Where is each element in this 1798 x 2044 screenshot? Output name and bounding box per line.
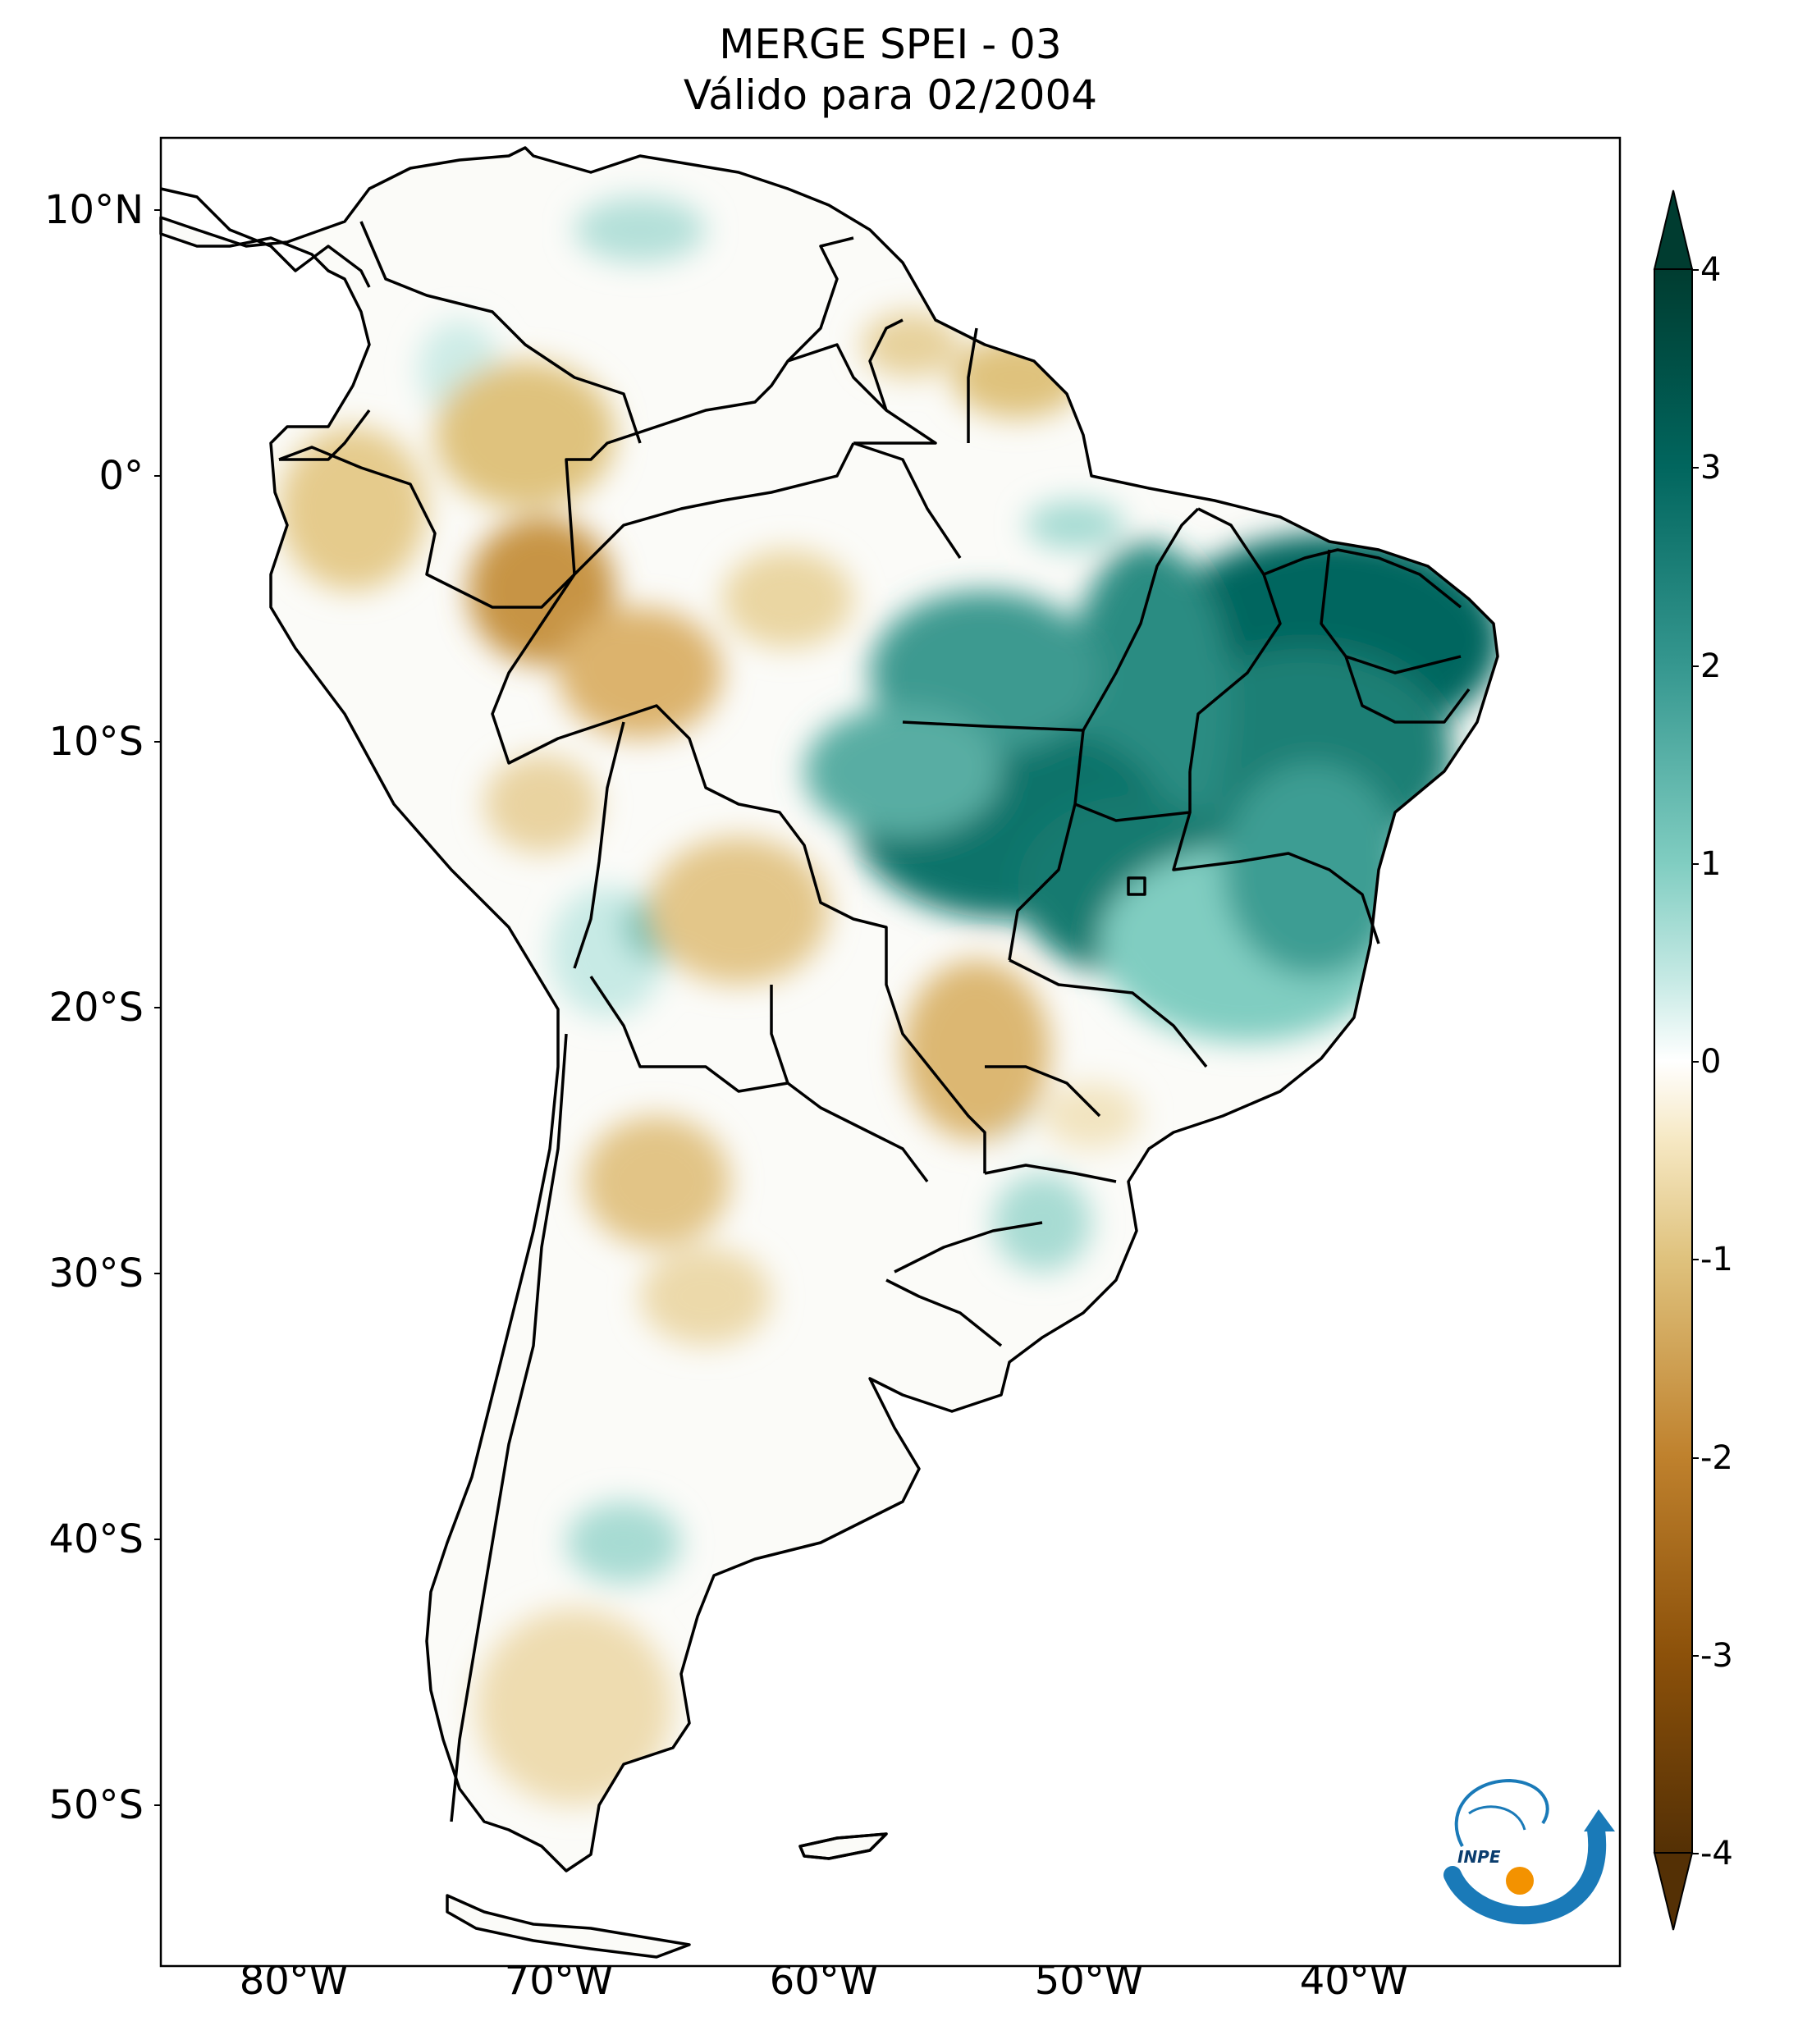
colorbar-tick-label: -3 xyxy=(1700,1637,1733,1675)
lat-tick-label: 10°N xyxy=(44,187,144,233)
colorbar-tick-label: -4 xyxy=(1700,1835,1733,1873)
inpe-logo-icon: INPE xyxy=(1443,1778,1615,1925)
lat-tick-label: 0° xyxy=(98,453,144,499)
map-subtitle: Válido para 02/2004 xyxy=(683,71,1098,119)
colorbar-extend-bottom xyxy=(1653,1852,1694,1931)
lat-tick-label: 30°S xyxy=(48,1251,144,1296)
map-axes-frame xyxy=(159,136,1622,1968)
colorbar-tick-label: -1 xyxy=(1700,1241,1733,1278)
lat-tick-label: 50°S xyxy=(48,1782,144,1828)
colorbar-extend-top xyxy=(1653,190,1694,270)
colorbar-body xyxy=(1654,269,1692,1853)
lat-tick-label: 20°S xyxy=(48,985,144,1031)
colorbar-tick-label: -2 xyxy=(1700,1439,1733,1477)
colorbar-tick-label: 0 xyxy=(1700,1043,1722,1081)
colorbar-tick-label: 3 xyxy=(1700,449,1722,487)
country-boundaries xyxy=(159,146,1499,1959)
colorbar-tick-label: 4 xyxy=(1700,251,1722,289)
colorbar-tick-label: 2 xyxy=(1700,647,1722,685)
axis-ticks xyxy=(154,209,1355,1973)
lat-tick-label: 10°S xyxy=(48,719,144,765)
colorbar-tick-label: 1 xyxy=(1700,845,1722,883)
inpe-logo-text: INPE xyxy=(1457,1847,1501,1867)
map-title: MERGE SPEI - 03 xyxy=(719,21,1062,68)
lat-tick-label: 40°S xyxy=(48,1516,144,1562)
colorbar xyxy=(1653,190,1699,1931)
